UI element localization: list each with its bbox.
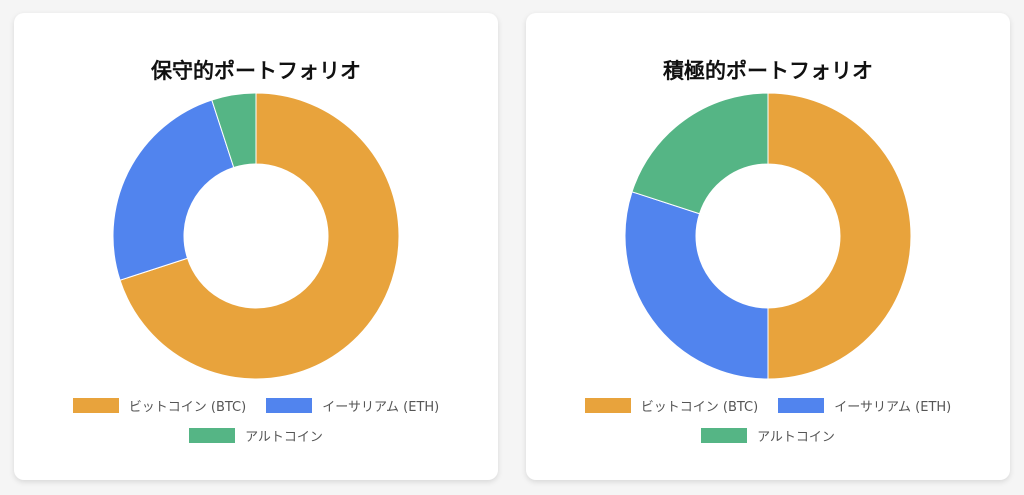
donut-slice-alt[interactable] — [631, 92, 769, 215]
legend-label-alt: アルトコイン — [245, 430, 323, 445]
chart-title: 積極的ポートフォリオ — [663, 59, 873, 83]
legend-label-btc: ビットコイン (BTC) — [128, 400, 247, 415]
legend: アルトコイン — [526, 426, 1010, 445]
legend: ビットコイン (BTC) イーサリアム (ETH) — [526, 396, 1010, 415]
conservative-portfolio-card: 保守的ポートフォリオ ビットコイン (BTC) イーサリアム (ETH) アルト… — [14, 13, 498, 480]
legend-swatch-eth — [266, 398, 313, 413]
legend-item-eth[interactable]: イーサリアム (ETH) — [778, 396, 951, 415]
aggressive-donut-chart — [624, 92, 912, 380]
legend-swatch-alt — [701, 428, 748, 443]
conservative-donut-chart — [112, 92, 400, 380]
legend-label-eth: イーサリアム (ETH) — [322, 400, 440, 415]
legend-label-eth: イーサリアム (ETH) — [834, 400, 952, 415]
legend: ビットコイン (BTC) イーサリアム (ETH) — [14, 396, 498, 415]
legend-swatch-alt — [189, 428, 236, 443]
chart-title: 保守的ポートフォリオ — [151, 59, 361, 83]
donut-slice-btc[interactable] — [767, 92, 912, 380]
legend-item-btc[interactable]: ビットコイン (BTC) — [72, 396, 247, 415]
legend-label-alt: アルトコイン — [757, 430, 835, 445]
legend: アルトコイン — [14, 426, 498, 445]
legend-label-btc: ビットコイン (BTC) — [640, 400, 759, 415]
donut-slice-alt[interactable] — [211, 92, 257, 169]
donut-slice-eth[interactable] — [112, 99, 235, 281]
legend-item-alt[interactable]: アルトコイン — [189, 426, 323, 445]
legend-swatch-btc — [584, 398, 631, 413]
aggressive-portfolio-card: 積極的ポートフォリオ ビットコイン (BTC) イーサリアム (ETH) アルト… — [526, 13, 1010, 480]
legend-swatch-eth — [778, 398, 825, 413]
legend-item-eth[interactable]: イーサリアム (ETH) — [266, 396, 439, 415]
donut-slice-eth[interactable] — [624, 191, 769, 380]
donut-slice-btc[interactable] — [119, 92, 400, 380]
legend-swatch-btc — [72, 398, 119, 413]
legend-item-alt[interactable]: アルトコイン — [701, 426, 835, 445]
legend-item-btc[interactable]: ビットコイン (BTC) — [584, 396, 759, 415]
